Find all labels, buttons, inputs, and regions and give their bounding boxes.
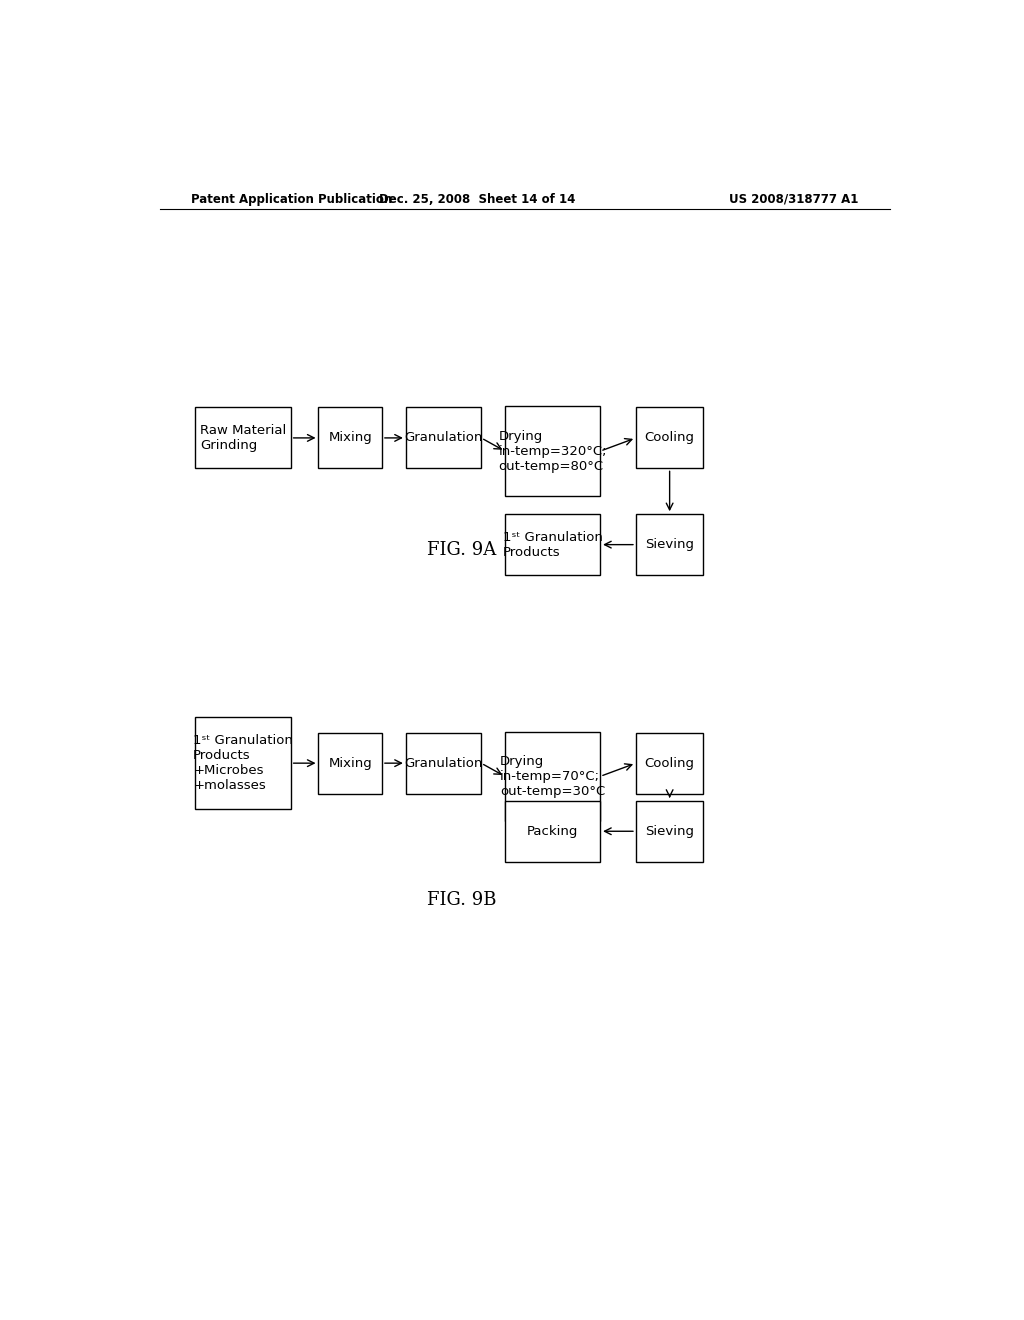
FancyBboxPatch shape (636, 408, 703, 469)
Text: Drying
in-temp=320°C;
out-temp=80°C: Drying in-temp=320°C; out-temp=80°C (499, 429, 607, 473)
Text: Sieving: Sieving (645, 825, 694, 838)
FancyBboxPatch shape (406, 408, 481, 469)
Text: Granulation: Granulation (404, 756, 482, 770)
FancyBboxPatch shape (505, 515, 600, 576)
FancyBboxPatch shape (196, 718, 291, 809)
Text: US 2008/318777 A1: US 2008/318777 A1 (729, 193, 858, 206)
Text: Cooling: Cooling (645, 756, 694, 770)
Text: FIG. 9B: FIG. 9B (427, 891, 496, 909)
FancyBboxPatch shape (318, 733, 382, 793)
Text: Packing: Packing (527, 825, 579, 838)
Text: Patent Application Publication: Patent Application Publication (191, 193, 393, 206)
Text: 1ˢᵗ Granulation
Products: 1ˢᵗ Granulation Products (503, 531, 602, 558)
Text: Mixing: Mixing (329, 432, 372, 445)
FancyBboxPatch shape (636, 515, 703, 576)
FancyBboxPatch shape (406, 733, 481, 793)
Text: 1ˢᵗ Granulation
Products
+Microbes
+molasses: 1ˢᵗ Granulation Products +Microbes +mola… (194, 734, 293, 792)
FancyBboxPatch shape (318, 408, 382, 469)
Text: Dec. 25, 2008  Sheet 14 of 14: Dec. 25, 2008 Sheet 14 of 14 (379, 193, 575, 206)
Text: Drying
in-temp=70°C;
out-temp=30°C: Drying in-temp=70°C; out-temp=30°C (500, 755, 605, 797)
FancyBboxPatch shape (636, 801, 703, 862)
Text: Sieving: Sieving (645, 539, 694, 552)
FancyBboxPatch shape (505, 801, 600, 862)
FancyBboxPatch shape (196, 408, 291, 469)
Text: Raw Material
Grinding: Raw Material Grinding (200, 424, 286, 451)
Text: Granulation: Granulation (404, 432, 482, 445)
FancyBboxPatch shape (505, 731, 600, 821)
Text: FIG. 9A: FIG. 9A (427, 541, 496, 558)
FancyBboxPatch shape (636, 733, 703, 793)
Text: Cooling: Cooling (645, 432, 694, 445)
Text: Mixing: Mixing (329, 756, 372, 770)
FancyBboxPatch shape (505, 407, 600, 496)
